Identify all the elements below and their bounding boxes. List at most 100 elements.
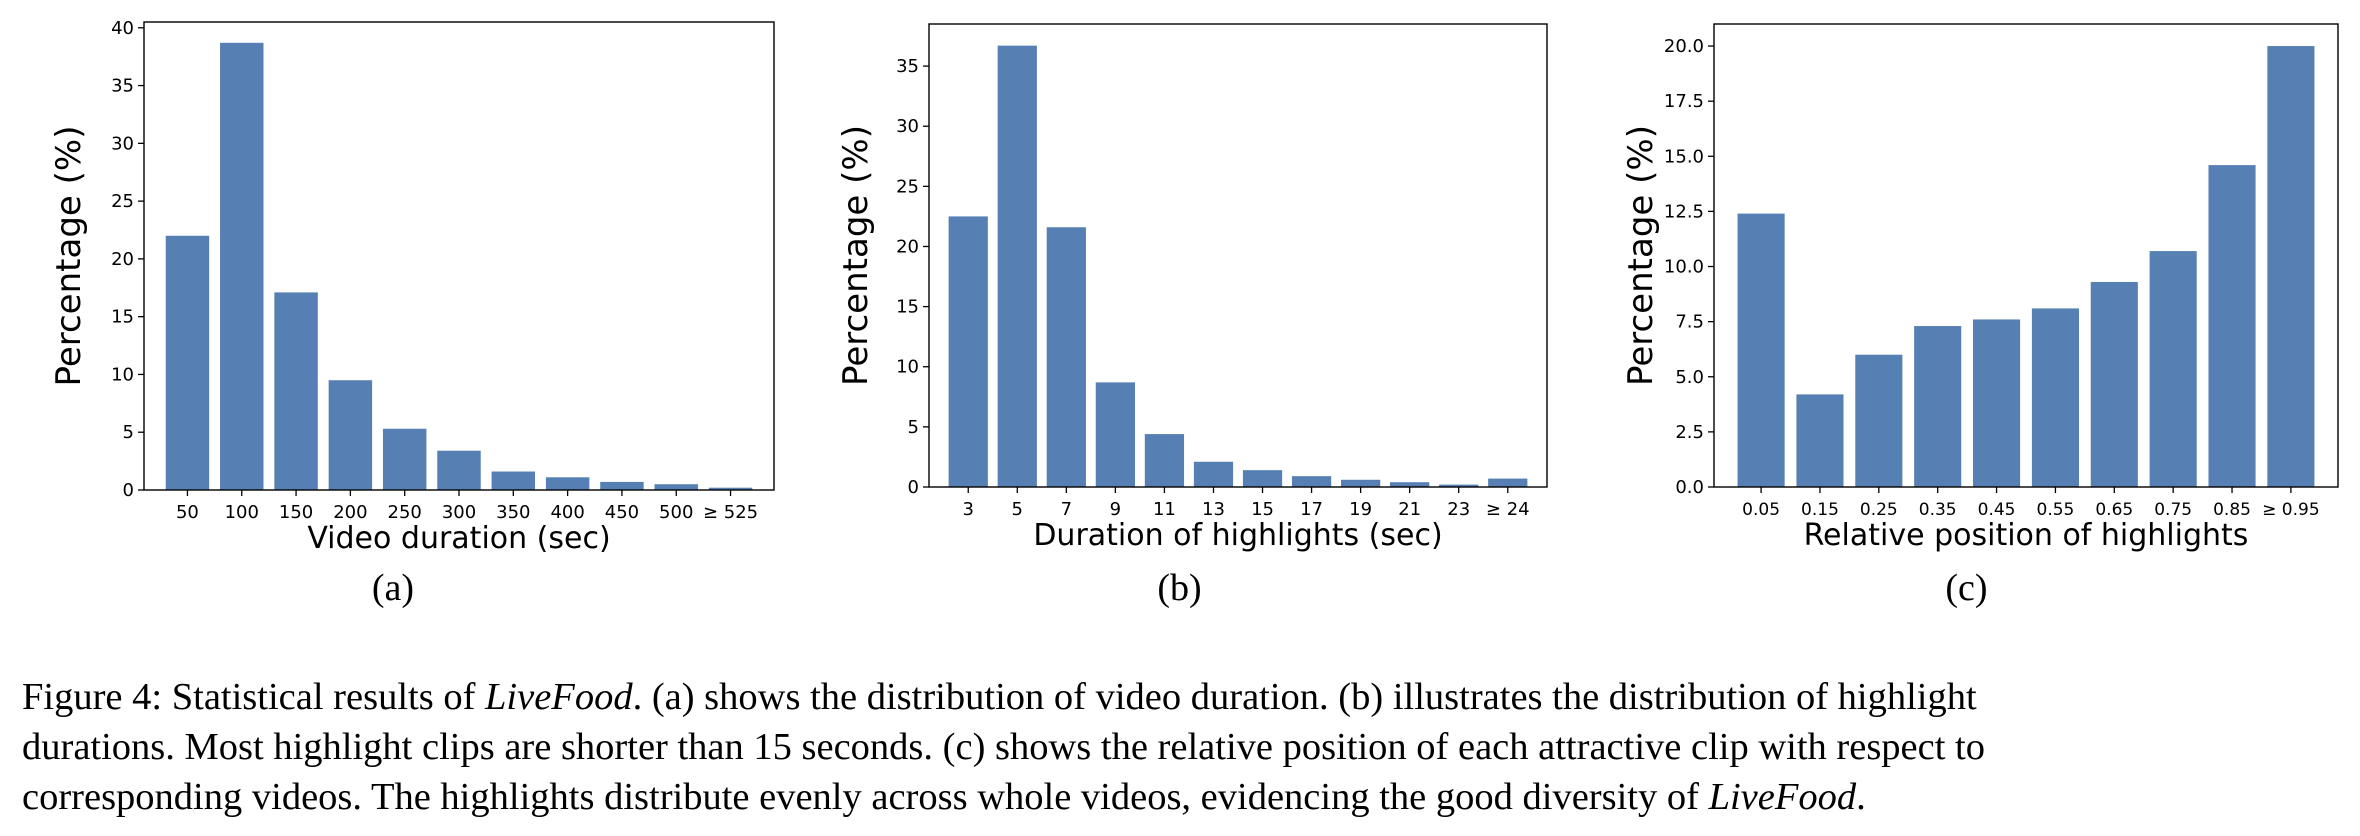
y-tick-label: 15.0 <box>1664 146 1704 167</box>
bar <box>1914 326 1962 487</box>
bar <box>1488 478 1528 487</box>
y-tick-label: 2.5 <box>1675 422 1704 443</box>
bar <box>1144 434 1185 487</box>
bar <box>491 471 536 490</box>
y-tick-label: 10 <box>111 364 134 385</box>
x-tick-label: 0.65 <box>2095 500 2133 520</box>
x-tick-label: 0.85 <box>2213 500 2251 520</box>
bar <box>2031 308 2079 487</box>
x-tick-label: 11 <box>1153 499 1176 520</box>
caption-text: . (a) shows the distribution of video du… <box>632 676 1977 718</box>
bar <box>600 481 644 490</box>
chart-b: 3 5 7 9 11 13 15 17 19 21 23 ≥ 2405101520253035Perc… <box>836 23 1548 553</box>
y-tick-label: 10 <box>896 357 919 378</box>
subfigure-label-a: (a) <box>371 567 415 609</box>
bar <box>1855 354 1903 487</box>
y-tick-label: 20 <box>111 249 134 270</box>
bar <box>328 380 373 490</box>
x-tick-label: 0.45 <box>1978 500 2016 520</box>
bar <box>1341 479 1381 487</box>
x-tick-label: 300 <box>442 502 476 523</box>
x-tick-label: ≥ 525 <box>703 502 758 523</box>
x-tick-label: 0.15 <box>1801 500 1839 520</box>
x-tick-label: ≥ 24 <box>1486 499 1530 520</box>
caption-text: Figure 4: Statistical results of <box>22 676 486 718</box>
y-tick-label: 20.0 <box>1664 36 1704 57</box>
caption-line-3: corresponding videos. The highlights dis… <box>22 776 1866 818</box>
y-tick-label: 12.5 <box>1664 201 1704 222</box>
caption-line-2: durations. Most highlight clips are shor… <box>22 726 1985 768</box>
y-tick-label: 30 <box>896 116 919 137</box>
bar <box>2208 165 2256 487</box>
y-tick-label: 17.5 <box>1664 91 1704 112</box>
x-tick-label: 7 <box>1061 499 1072 520</box>
x-tick-label: 50 <box>176 502 199 523</box>
chart-panel-b: 3 5 7 9 11 13 15 17 19 21 23 ≥ 24 0 5 10 15 20 25 30 35 Perc… <box>786 0 1573 620</box>
subfigure-label-c: (c) <box>1945 567 1988 609</box>
x-tick-label: 13 <box>1202 499 1225 520</box>
x-tick-label: 19 <box>1349 499 1372 520</box>
y-tick-label: 5 <box>908 417 919 438</box>
y-tick-label: 5.0 <box>1675 367 1704 388</box>
plot-frame <box>928 23 1548 488</box>
y-tick-label: 0 <box>123 480 134 501</box>
y-tick-label: 7.5 <box>1675 312 1704 333</box>
x-tick-label: 9 <box>1110 499 1121 520</box>
x-tick-label: 0.75 <box>2154 500 2192 520</box>
bar <box>654 484 698 490</box>
y-tick-label: 40 <box>111 18 134 39</box>
x-tick-label: 150 <box>279 502 313 523</box>
y-axis-label: Percentage (%) <box>1621 125 1661 386</box>
x-tick-label: 15 <box>1251 499 1274 520</box>
x-axis-label: Video duration (sec) <box>307 521 610 556</box>
bar <box>1390 482 1430 487</box>
x-tick-label: 0.35 <box>1919 500 1957 520</box>
bar <box>437 450 481 490</box>
bar <box>997 45 1037 487</box>
x-tick-label: 0.25 <box>1860 500 1898 520</box>
caption-dataset-name: LiveFood <box>1708 776 1857 818</box>
y-tick-label: 0 <box>908 477 919 498</box>
x-tick-label: 350 <box>496 502 530 523</box>
bar <box>382 428 427 490</box>
plot-frame <box>1713 23 2339 488</box>
x-tick-label: 250 <box>388 502 422 523</box>
y-axis-label: Percentage (%) <box>836 125 876 386</box>
y-tick-label: 15 <box>111 307 134 328</box>
bar <box>948 216 988 487</box>
bar <box>165 235 210 490</box>
x-tick-label: 200 <box>333 502 367 523</box>
x-tick-label: 100 <box>225 502 259 523</box>
caption-dataset-name: LiveFood <box>485 676 633 718</box>
bar <box>1796 394 1844 487</box>
y-tick-label: 20 <box>896 236 919 257</box>
chart-c: 0.05 0.15 0.25 0.35 0.45 0.55 0.65 0.75 0.85 ≥ 0.… <box>1621 23 2339 553</box>
subfigure-label-b: (b) <box>1157 567 1202 609</box>
y-tick-label: 0.0 <box>1675 477 1704 498</box>
y-tick-label: 35 <box>896 56 919 77</box>
bar <box>220 42 264 491</box>
bar <box>274 292 318 490</box>
y-tick-label: 30 <box>111 133 134 154</box>
y-axis-label: Percentage (%) <box>49 126 89 387</box>
x-tick-label: ≥ 0.95 <box>2262 500 2320 520</box>
bar <box>1095 382 1135 487</box>
bar <box>1046 227 1086 488</box>
bar <box>1439 484 1479 487</box>
bar <box>1291 476 1332 487</box>
y-tick-label: 5 <box>123 422 134 443</box>
bar <box>1973 319 2021 487</box>
y-tick-label: 15 <box>896 297 919 318</box>
y-tick-label: 25 <box>896 176 919 197</box>
caption-line-1: Figure 4: Statistical results of LiveFoo… <box>22 676 1977 718</box>
x-tick-label: 21 <box>1398 499 1421 520</box>
x-tick-label: 0.05 <box>1742 500 1780 520</box>
caption-text: corresponding videos. The highlights dis… <box>22 776 1709 818</box>
plot-frame <box>143 21 775 491</box>
bar <box>1193 461 1234 487</box>
x-tick-label: 5 <box>1012 499 1023 520</box>
x-tick-label: 450 <box>605 502 639 523</box>
figure-caption: Figure 4: Statistical results of LiveFoo… <box>22 672 2352 822</box>
bar <box>1737 213 1785 487</box>
y-tick-label: 35 <box>111 76 134 97</box>
